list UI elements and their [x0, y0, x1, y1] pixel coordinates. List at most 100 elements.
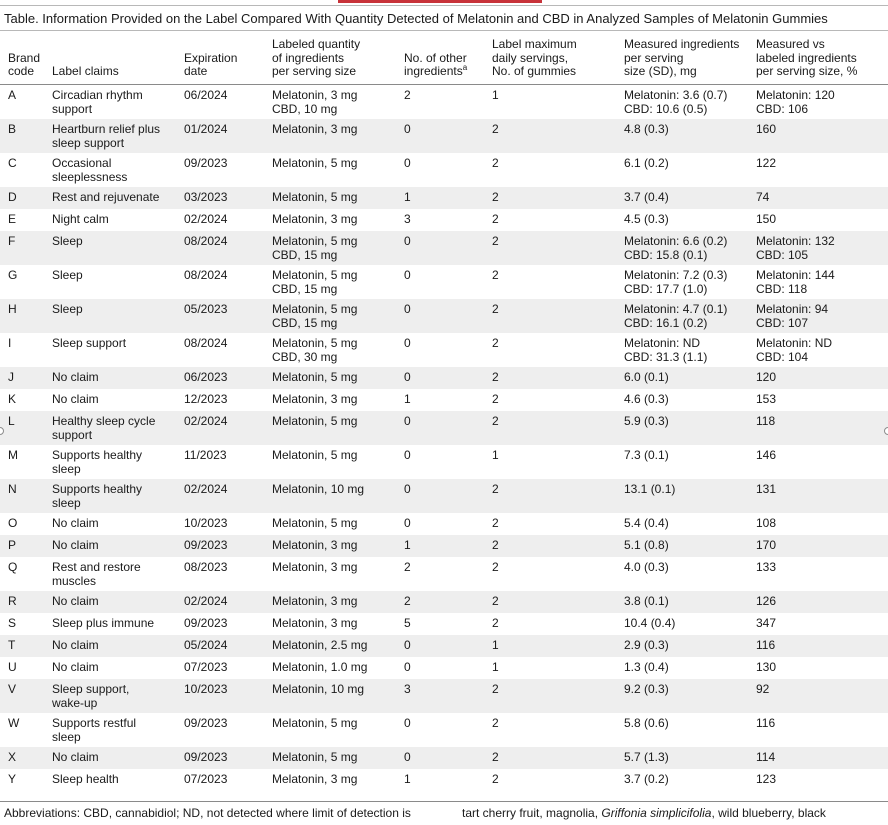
label-claims-cell: Rest and restore muscles — [48, 556, 180, 591]
measured-ingredients-cell: 5.1 (0.8) — [620, 534, 752, 557]
other-ingredients-cell: 0 — [400, 746, 488, 769]
table-row: E Night calm 02/2024 Melatonin, 3 mg 3 2 4.5 (… — [0, 208, 888, 231]
expiration-date-cell: 07/2023 — [180, 656, 268, 679]
max-daily-servings-cell: 2 — [488, 478, 620, 513]
label-claims-cell: No claim — [48, 746, 180, 769]
measured-vs-labeled-cell-line: Melatonin: 120 — [756, 87, 835, 102]
max-daily-servings-cell: 2 — [488, 678, 620, 713]
header-labeled-quantity: Labeled quantity of ingredients per servin… — [268, 31, 400, 85]
measured-vs-labeled-cell: 116 — [752, 712, 888, 747]
measured-vs-labeled-cell-line: CBD: 106 — [756, 101, 809, 116]
label-claims-cell: Sleep — [48, 264, 180, 299]
measured-vs-labeled-cell: 123 — [752, 768, 888, 791]
measured-vs-labeled-cell: 120 — [752, 366, 888, 389]
measured-vs-labeled-cell-line: 133 — [756, 559, 777, 574]
label-claims-cell: Rest and rejuvenate — [48, 186, 180, 209]
other-ingredients-cell: 0 — [400, 366, 488, 389]
abbreviations-note: Abbreviations: CBD, cannabidiol; ND, not… — [4, 806, 411, 820]
measured-ingredients-cell-line: 4.5 (0.3) — [624, 211, 669, 226]
max-daily-servings-cell: 2 — [488, 186, 620, 209]
measured-vs-labeled-cell: 150 — [752, 208, 888, 231]
table-title: Table. Information Provided on the Label… — [0, 5, 888, 31]
brand-code-cell: M — [0, 444, 48, 479]
measured-ingredients-cell-line: Melatonin: 4.7 (0.1) — [624, 301, 728, 316]
measured-ingredients-cell-line: CBD: 10.6 (0.5) — [624, 101, 708, 116]
table-row: Y Sleep health 07/2023 Melatonin, 3 mg 1 2 3.7… — [0, 768, 888, 791]
brand-code-cell: D — [0, 186, 48, 209]
label-claims-cell: Healthy sleep cycle support — [48, 410, 180, 445]
measured-ingredients-cell: Melatonin: 7.2 (0.3) CBD: 17.7 (1.0) — [620, 264, 752, 299]
measured-ingredients-cell: 2.9 (0.3) — [620, 634, 752, 657]
measured-vs-labeled-cell: 160 — [752, 118, 888, 153]
label-claims-cell-line: No claim — [52, 369, 99, 384]
measured-vs-labeled-cell-line: 74 — [756, 189, 770, 204]
label-claims-cell-line: Occasional — [52, 155, 112, 170]
measured-vs-labeled-cell: 130 — [752, 656, 888, 679]
table-row: R No claim 02/2024 Melatonin, 3 mg 2 2 3.8 (0.… — [0, 590, 888, 613]
labeled-quantity-cell-line: Melatonin, 3 mg — [272, 211, 358, 226]
header-line: Labeled quantity — [272, 37, 361, 51]
table-row: S Sleep plus immune 09/2023 Melatonin, 3 mg… — [0, 612, 888, 635]
measured-vs-labeled-cell-line: 118 — [756, 413, 776, 428]
measured-vs-labeled-cell-line: 130 — [756, 659, 777, 674]
label-claims-cell-line: wake-up — [52, 695, 98, 710]
expiration-date-cell: 09/2023 — [180, 612, 268, 635]
other-ingredients-cell: 1 — [400, 388, 488, 411]
measured-ingredients-cell: 1.3 (0.4) — [620, 656, 752, 679]
max-daily-servings-cell: 2 — [488, 410, 620, 445]
measured-ingredients-cell: Melatonin: 3.6 (0.7) CBD: 10.6 (0.5) — [620, 84, 752, 119]
other-ingredients-cell: 1 — [400, 186, 488, 209]
measured-vs-labeled-cell: 131 — [752, 478, 888, 513]
label-claims-cell-line: sleep support — [52, 135, 125, 150]
expiration-date-cell: 12/2023 — [180, 388, 268, 411]
header-line: of ingredients — [272, 50, 345, 65]
label-claims-cell-line: Rest and rejuvenate — [52, 189, 160, 204]
measured-ingredients-cell-line: CBD: 15.8 (0.1) — [624, 247, 708, 262]
max-daily-servings-cell: 2 — [488, 366, 620, 389]
header-row: Brand code Label claims Expiration date Label… — [0, 31, 888, 85]
label-claims-cell: Sleep — [48, 230, 180, 265]
labeled-quantity-cell-line: Melatonin, 5 mg — [272, 267, 358, 282]
measured-vs-labeled-cell: 170 — [752, 534, 888, 557]
labeled-quantity-cell: Melatonin, 3 mg — [268, 768, 400, 791]
other-ingredients-cell: 5 — [400, 612, 488, 635]
label-claims-cell-line: Sleep support, — [52, 681, 130, 696]
footnote-text-1: tart cherry fruit, magnolia, — [462, 806, 602, 820]
brand-code-cell: X — [0, 746, 48, 769]
brand-code-cell: A — [0, 84, 48, 119]
header-line: Label maximum — [492, 37, 577, 51]
brand-code-cell: O — [0, 512, 48, 535]
measured-vs-labeled-cell-line: 116 — [756, 637, 776, 652]
label-claims-cell-line: Rest and restore — [52, 559, 141, 574]
brand-code-cell: B — [0, 118, 48, 153]
other-ingredients-cell: 2 — [400, 590, 488, 613]
labeled-quantity-cell: Melatonin, 5 mg CBD, 30 mg — [268, 332, 400, 367]
label-claims-cell-line: sleep — [52, 495, 81, 510]
labeled-quantity-cell: Melatonin, 2.5 mg — [268, 634, 400, 657]
other-ingredients-cell: 1 — [400, 768, 488, 791]
label-claims-cell-line: support — [52, 427, 93, 442]
label-claims-cell: Sleep health — [48, 768, 180, 791]
measured-ingredients-cell: 4.5 (0.3) — [620, 208, 752, 231]
brand-code-cell: H — [0, 298, 48, 333]
other-ingredients-cell: 0 — [400, 478, 488, 513]
measured-vs-labeled-cell-line: 122 — [756, 155, 777, 170]
labeled-quantity-cell: Melatonin, 5 mg CBD, 15 mg — [268, 264, 400, 299]
labeled-quantity-cell: Melatonin, 5 mg — [268, 712, 400, 747]
brand-code-cell: P — [0, 534, 48, 557]
measured-vs-labeled-cell-line: Melatonin: 132 — [756, 233, 835, 248]
brand-code-cell: J — [0, 366, 48, 389]
measured-ingredients-cell: 7.3 (0.1) — [620, 444, 752, 479]
labeled-quantity-cell: Melatonin, 10 mg — [268, 478, 400, 513]
measured-ingredients-cell: 10.4 (0.4) — [620, 612, 752, 635]
table-row: K No claim 12/2023 Melatonin, 3 mg 1 2 4.6 (0.… — [0, 388, 888, 411]
measured-ingredients-cell-line: 6.0 (0.1) — [624, 369, 669, 384]
labeled-quantity-cell-line: Melatonin, 5 mg — [272, 155, 358, 170]
measured-ingredients-cell-line: 4.8 (0.3) — [624, 121, 669, 136]
max-daily-servings-cell: 2 — [488, 298, 620, 333]
measured-ingredients-cell: 3.7 (0.4) — [620, 186, 752, 209]
labeled-quantity-cell-line: Melatonin, 5 mg — [272, 335, 358, 350]
label-claims-cell: Sleep support — [48, 332, 180, 367]
measured-ingredients-cell: 5.8 (0.6) — [620, 712, 752, 747]
other-ingredients-cell: 2 — [400, 556, 488, 591]
